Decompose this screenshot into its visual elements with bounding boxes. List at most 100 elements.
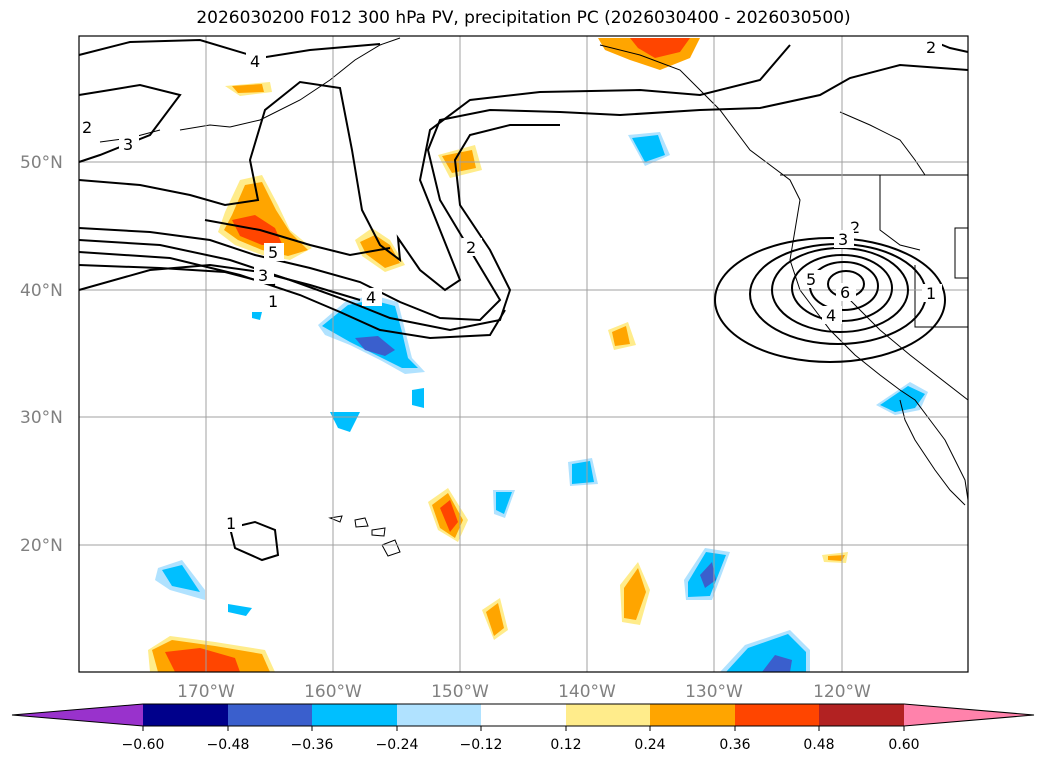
colorbar-tick-label: −0.24 — [376, 737, 419, 753]
coastline — [899, 399, 966, 506]
colorbar-tick-label: 0.12 — [550, 737, 581, 753]
colorbar: −0.60 −0.48 −0.36 −0.24 −0.12 0.12 0.24 … — [11, 703, 1035, 753]
pv-contour — [78, 44, 791, 292]
precip-patch — [322, 300, 418, 368]
precip-patch — [828, 555, 845, 561]
precip-patch — [330, 412, 360, 432]
coastline — [849, 299, 969, 401]
pv-contour — [78, 124, 560, 332]
precip-patch — [624, 568, 646, 620]
precip-patch — [162, 565, 200, 592]
precip-patch — [572, 461, 594, 484]
coastline — [914, 265, 968, 328]
coastline — [179, 124, 231, 131]
precip-patch — [700, 562, 716, 588]
contour-label: 2 — [926, 38, 936, 57]
map-title: 2026030200 F012 300 hPa PV, precipitatio… — [196, 8, 851, 28]
precip-patch — [612, 326, 630, 346]
precip-patch — [630, 38, 690, 58]
precip-patch — [252, 312, 262, 320]
pv-contours — [78, 38, 969, 562]
coastline — [954, 227, 969, 279]
lon-label: 160°W — [304, 682, 362, 702]
pv-contour — [78, 63, 969, 322]
pv-contour — [78, 38, 381, 60]
map-frame — [78, 35, 969, 673]
colorbar-segment — [228, 704, 312, 726]
colorbar-segment — [650, 704, 735, 726]
coastline — [879, 175, 921, 251]
contour-label: 1 — [226, 514, 236, 533]
contour-label: 2 — [466, 238, 476, 257]
coastline — [839, 111, 926, 176]
colorbar-segment — [566, 704, 650, 726]
contour-label: 4 — [366, 288, 376, 307]
colorbar-tick-label: 0.36 — [719, 737, 750, 753]
contour-label: 3 — [123, 135, 133, 154]
precip-patch — [440, 500, 458, 532]
precip-patch — [486, 603, 504, 636]
precip-patch — [762, 655, 792, 672]
colorbar-tick-label: −0.60 — [122, 737, 165, 753]
longitude-labels: 170°W 160°W 150°W 140°W 130°W 120°W — [177, 682, 871, 702]
contour-label: 4 — [826, 306, 836, 325]
precip-patch — [412, 388, 424, 408]
contour-label: 6 — [840, 283, 850, 302]
colorbar-segment — [819, 704, 904, 726]
coastline — [381, 539, 401, 557]
contour-label: 2 — [82, 118, 92, 137]
pv-contour — [78, 251, 506, 340]
coastline — [371, 527, 386, 537]
colorbar-segment — [12, 704, 143, 726]
contour-label: 1 — [268, 292, 278, 311]
lat-label: 20°N — [20, 536, 63, 556]
latitude-labels: 50°N 40°N 30°N 20°N — [20, 153, 63, 556]
pv-contour — [78, 264, 276, 286]
contour-label: 2 — [850, 218, 860, 237]
precip-patch — [360, 235, 400, 268]
colorbar-tick-label: 0.48 — [803, 737, 834, 753]
colorbar-tick-label: −0.36 — [291, 737, 334, 753]
contour-labels: 4 3 2 5 3 1 4 2 2 3 5 6 4 1 1 2 — [80, 38, 942, 533]
contour-label: 4 — [250, 52, 260, 71]
lon-label: 120°W — [813, 682, 871, 702]
precip-patch — [632, 135, 665, 162]
contour-label: 1 — [926, 284, 936, 303]
coastline — [328, 515, 343, 523]
lon-label: 140°W — [558, 682, 616, 702]
lon-label: 150°W — [431, 682, 489, 702]
lon-label: 130°W — [685, 682, 743, 702]
colorbar-tick-label: 0.24 — [634, 737, 665, 753]
contour-label: 3 — [838, 230, 848, 249]
contour-label: 3 — [258, 266, 268, 285]
lon-label: 170°W — [177, 682, 235, 702]
colorbar-tick-label: −0.12 — [460, 737, 503, 753]
pv-contour — [78, 83, 182, 163]
precip-patch — [496, 492, 512, 514]
pv-contour — [204, 219, 391, 257]
pv-contour — [228, 520, 280, 562]
colorbar-tick-label: −0.48 — [207, 737, 250, 753]
colorbar-segment — [312, 704, 397, 726]
precip-patch — [228, 604, 252, 616]
precip-patch — [232, 84, 264, 93]
lat-label: 40°N — [20, 281, 63, 301]
precip-patch — [355, 336, 395, 356]
colorbar-segment — [143, 704, 228, 726]
colorbar-tick-label: 0.60 — [888, 737, 919, 753]
contour-label: 5 — [806, 270, 816, 289]
colorbar-segment — [904, 704, 1034, 726]
precip-shading — [148, 38, 928, 672]
colorbar-segment — [735, 704, 819, 726]
contour-label: 5 — [268, 243, 278, 262]
precip-patch — [880, 386, 925, 412]
pv-contour — [78, 263, 361, 301]
graticule — [79, 36, 968, 672]
coastline — [354, 517, 369, 528]
precip-patch — [165, 648, 240, 672]
lat-label: 50°N — [20, 153, 63, 173]
colorbar-segment — [481, 704, 566, 726]
colorbar-segment — [397, 704, 481, 726]
lat-label: 30°N — [20, 408, 63, 428]
